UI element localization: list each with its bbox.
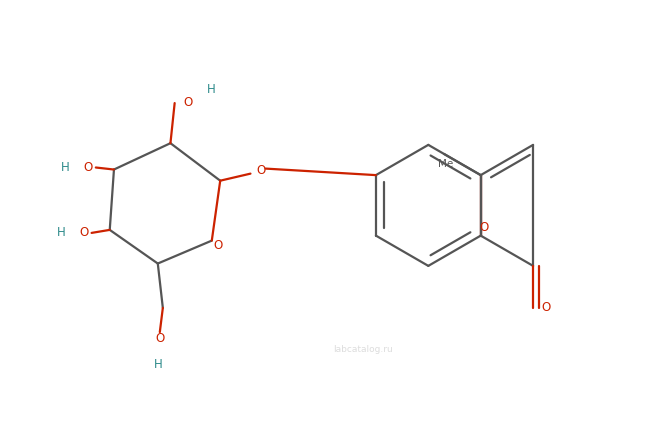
Text: labcatalog.ru: labcatalog.ru xyxy=(333,345,393,354)
Text: H: H xyxy=(207,83,215,97)
Text: Me: Me xyxy=(438,159,453,169)
Text: H: H xyxy=(153,358,162,371)
Text: O: O xyxy=(83,161,93,174)
Text: O: O xyxy=(183,96,192,108)
Text: O: O xyxy=(479,221,488,234)
Text: H: H xyxy=(57,226,65,239)
Text: O: O xyxy=(541,301,551,314)
Text: O: O xyxy=(214,239,223,252)
Text: O: O xyxy=(155,332,165,345)
Text: O: O xyxy=(79,226,88,239)
Text: H: H xyxy=(61,161,70,174)
Text: O: O xyxy=(256,164,265,177)
